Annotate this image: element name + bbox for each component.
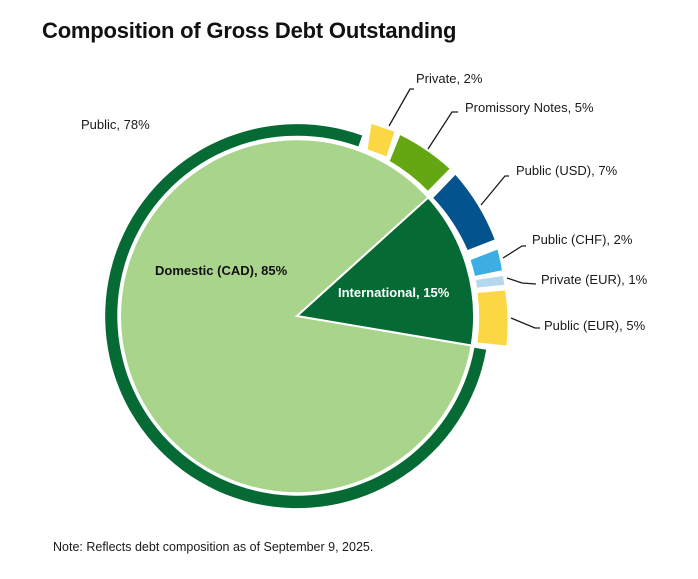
chart-title: Composition of Gross Debt Outstanding — [42, 18, 457, 43]
leader-public-chf — [502, 245, 526, 259]
label-public-usd: Public (USD), 7% — [516, 163, 618, 178]
ring-private-eur — [476, 276, 505, 288]
ring-private — [367, 123, 395, 157]
label-public-chf: Public (CHF), 2% — [532, 232, 633, 247]
label-private-eur: Private (EUR), 1% — [541, 272, 648, 287]
leader-private — [388, 88, 414, 127]
ring-public-eur — [477, 290, 508, 346]
label-public: Public, 78% — [81, 117, 150, 132]
footnote: Note: Reflects debt composition as of Se… — [53, 540, 374, 554]
leader-promissory — [427, 111, 458, 150]
ring-public-chf — [470, 249, 502, 276]
leader-private-eur — [506, 277, 537, 285]
label-promissory-notes: Promissory Notes, 5% — [465, 100, 594, 115]
label-domestic-cad: Domestic (CAD), 85% — [155, 263, 288, 278]
label-public-eur: Public (EUR), 5% — [544, 318, 646, 333]
leader-public-eur — [510, 317, 540, 329]
slice-international — [294, 196, 476, 347]
ring-promissory-notes — [389, 135, 450, 191]
label-private: Private, 2% — [416, 71, 483, 86]
ring-public-usd — [433, 174, 495, 250]
leader-public-usd — [480, 175, 509, 206]
label-international: International, 15% — [338, 285, 450, 300]
